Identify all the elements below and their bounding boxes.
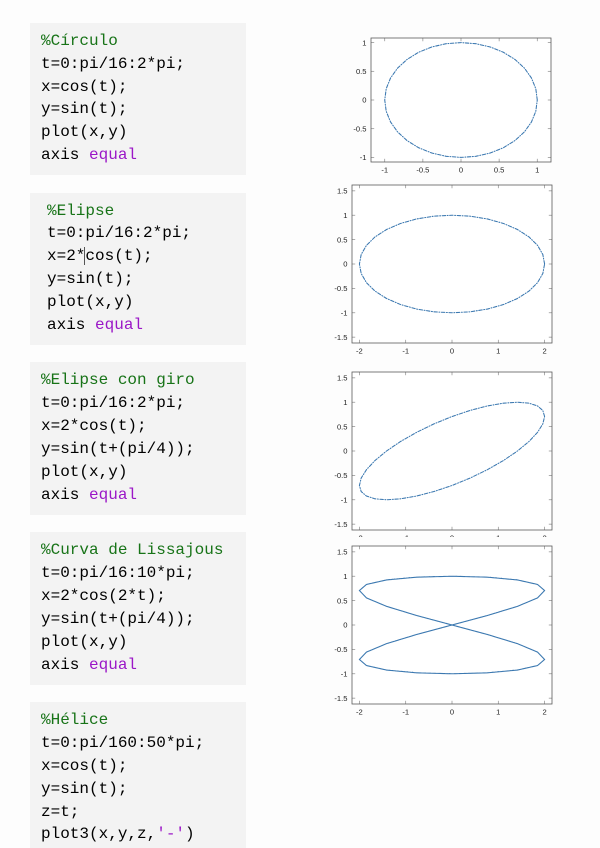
svg-text:0: 0	[362, 96, 366, 105]
svg-text:-0.5: -0.5	[353, 124, 366, 133]
svg-text:-1.5: -1.5	[334, 520, 347, 529]
svg-text:-2: -2	[356, 347, 363, 356]
svg-text:-0.5: -0.5	[334, 471, 347, 480]
svg-text:-1: -1	[360, 153, 367, 162]
svg-text:1: 1	[362, 38, 366, 47]
svg-text:-1: -1	[341, 495, 348, 504]
svg-text:0: 0	[450, 347, 454, 356]
svg-text:1: 1	[535, 166, 539, 175]
svg-text:0.5: 0.5	[337, 235, 348, 244]
svg-text:-1: -1	[341, 308, 348, 317]
svg-text:-1.5: -1.5	[334, 333, 347, 342]
svg-text:-1.5: -1.5	[334, 694, 347, 703]
svg-text:-2: -2	[356, 708, 363, 717]
svg-text:-1: -1	[402, 708, 409, 717]
svg-text:-0.5: -0.5	[416, 166, 429, 175]
svg-text:1: 1	[343, 398, 347, 407]
svg-text:-0.5: -0.5	[334, 645, 347, 654]
svg-text:0.5: 0.5	[356, 67, 367, 76]
svg-text:1: 1	[496, 347, 500, 356]
svg-text:0.5: 0.5	[337, 596, 348, 605]
svg-text:0.5: 0.5	[337, 422, 348, 431]
svg-text:2: 2	[542, 708, 546, 717]
svg-text:1: 1	[496, 708, 500, 717]
svg-text:2: 2	[542, 347, 546, 356]
svg-text:-1: -1	[381, 166, 388, 175]
svg-text:0: 0	[343, 621, 347, 630]
svg-text:1: 1	[343, 211, 347, 220]
svg-text:1.5: 1.5	[337, 548, 348, 557]
svg-text:0.5: 0.5	[494, 166, 505, 175]
svg-text:0: 0	[459, 166, 463, 175]
svg-text:1: 1	[343, 572, 347, 581]
svg-text:0: 0	[343, 447, 347, 456]
svg-text:0: 0	[343, 260, 347, 269]
svg-text:-0.5: -0.5	[334, 284, 347, 293]
svg-text:-1: -1	[341, 669, 348, 678]
svg-text:1.5: 1.5	[337, 187, 348, 196]
svg-text:-1: -1	[402, 347, 409, 356]
svg-text:0: 0	[450, 708, 454, 717]
svg-text:1.5: 1.5	[337, 374, 348, 383]
